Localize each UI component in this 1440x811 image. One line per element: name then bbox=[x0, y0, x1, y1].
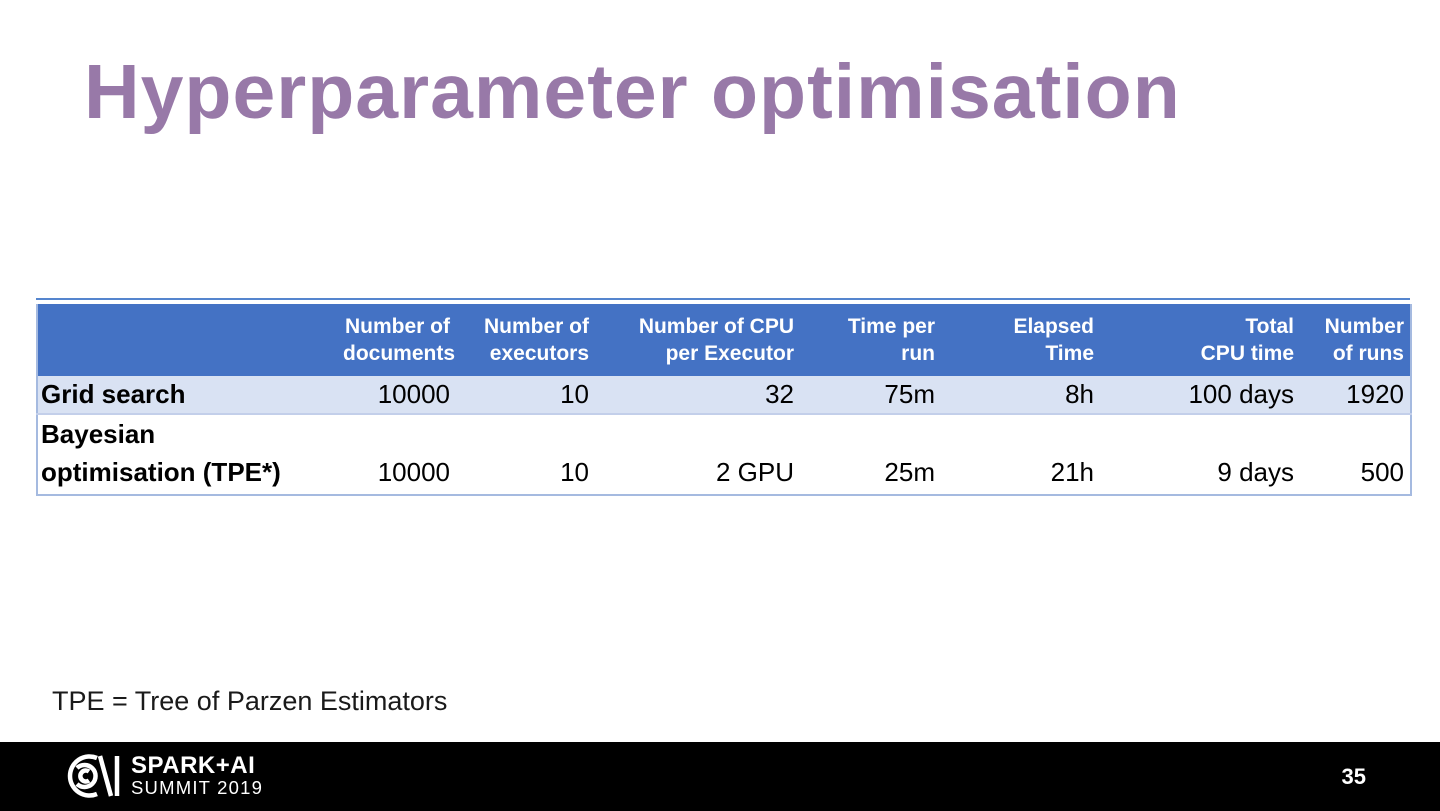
table-cell: 100 days bbox=[1100, 376, 1300, 415]
row-label: Bayesian optimisation (TPE*) bbox=[37, 414, 337, 495]
table-cell: 21h bbox=[1050, 457, 1094, 487]
header-cell: Number of runs bbox=[1300, 304, 1411, 376]
table-cell: 2 GPU bbox=[715, 457, 794, 487]
header-cell: Number of CPU per Executor bbox=[595, 304, 800, 376]
table-cell: 75m bbox=[800, 376, 941, 415]
logo-text: SPARK+AI SUMMIT 2019 bbox=[131, 754, 263, 798]
cell-line: optimisation (TPE*) bbox=[41, 457, 281, 487]
cell-line: executors bbox=[489, 342, 589, 365]
table-cell: 10 bbox=[456, 376, 595, 415]
row-label: Grid search bbox=[37, 376, 337, 415]
cell-line: Number of CPU bbox=[638, 315, 794, 338]
table-row: Grid search 10000 10 32 75m 8h 100 days 1920 bbox=[37, 376, 1411, 415]
page-number: 35 bbox=[1341, 764, 1366, 789]
table-cell: 1920 bbox=[1300, 376, 1411, 415]
logo-text-primary: SPARK+AI bbox=[131, 752, 256, 779]
header-row: Number of documents Number of executors Numb… bbox=[37, 304, 1411, 376]
header-cell: Time per run bbox=[800, 304, 941, 376]
cell-line: Bayesian bbox=[41, 419, 156, 449]
table-cell: 25m bbox=[884, 457, 935, 487]
table-top-border bbox=[36, 298, 1410, 300]
header-cell: Number of documents bbox=[337, 304, 456, 376]
spark-ai-monogram-icon bbox=[67, 754, 120, 798]
cell-line: Total bbox=[1245, 315, 1294, 338]
table-header: Number of documents Number of executors Numb… bbox=[37, 304, 1411, 376]
footnote: TPE = Tree of Parzen Estimators bbox=[52, 686, 448, 716]
table-body: Grid search 10000 10 32 75m 8h 100 days 1920 Bay… bbox=[37, 376, 1411, 495]
cell-line: CPU time bbox=[1200, 342, 1294, 365]
cell-line: run bbox=[901, 342, 935, 365]
table-cell: 8h bbox=[941, 376, 1100, 415]
cell-line: Time bbox=[1045, 342, 1094, 365]
table-cell: 9 days bbox=[1217, 457, 1294, 487]
header-cell: Total CPU time bbox=[1100, 304, 1300, 376]
corner-cell bbox=[37, 304, 337, 376]
table-cell: 500 bbox=[1360, 457, 1404, 487]
cell-line: of runs bbox=[1332, 342, 1404, 365]
cell-line: per Executor bbox=[665, 342, 794, 365]
table-cell: 10000 bbox=[337, 376, 456, 415]
header-cell: Elapsed Time bbox=[941, 304, 1100, 376]
page-title: Hyperparameter optimisation bbox=[84, 49, 1181, 135]
table-row: Bayesian optimisation (TPE*) 10000 10 2 GPU 2… bbox=[37, 414, 1411, 495]
table-cell: 10 bbox=[560, 457, 589, 487]
results-table: Number of documents Number of executors Numb… bbox=[36, 304, 1412, 496]
cell-line: documents bbox=[343, 342, 456, 365]
cell-line: Time per bbox=[847, 315, 935, 338]
cell-line: Number of bbox=[484, 315, 589, 338]
results-table-container: Number of documents Number of executors Numb… bbox=[36, 298, 1412, 496]
cell-line: Elapsed bbox=[1013, 315, 1094, 338]
spark-ai-summit-logo: SPARK+AI SUMMIT 2019 bbox=[64, 754, 263, 798]
cell-line: Number bbox=[1324, 315, 1404, 338]
table-cell: 32 bbox=[595, 376, 800, 415]
footer-bar: SPARK+AI SUMMIT 2019 35 bbox=[0, 742, 1440, 811]
logo-text-secondary: SUMMIT 2019 bbox=[131, 777, 264, 798]
header-cell: Number of executors bbox=[456, 304, 595, 376]
cell-line: Grid search bbox=[41, 379, 186, 409]
table-cell: 10000 bbox=[377, 457, 450, 487]
cell-line: Number of bbox=[345, 315, 450, 338]
